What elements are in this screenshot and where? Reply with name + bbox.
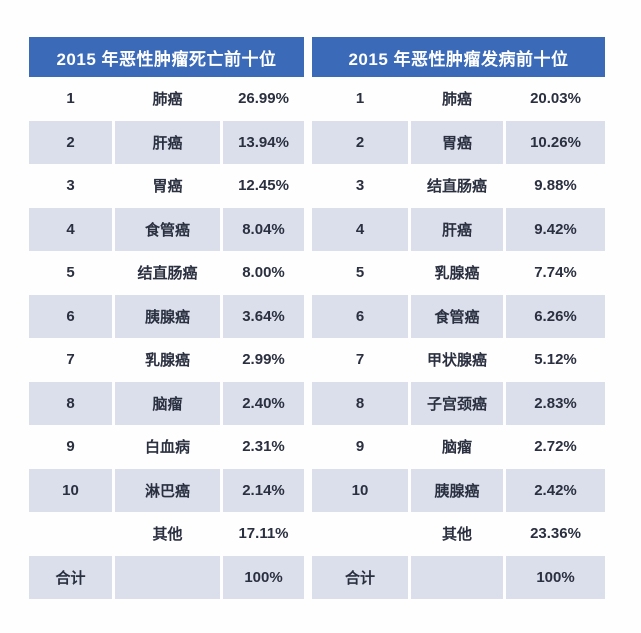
cancer-name-cell: 淋巴癌	[115, 468, 220, 512]
rank-cell: 3	[66, 177, 75, 195]
table-row: 8 脑瘤 2.40% 8 子宫颈癌 2.83%	[29, 381, 605, 425]
table-row: 9 白血病 2.31% 9 脑瘤 2.72%	[29, 425, 605, 469]
cancer-name-cell: 乳腺癌	[434, 265, 480, 283]
rank-cell: 合计	[29, 555, 112, 599]
table-row: 3 胃癌 12.45% 3 结直肠癌 9.88%	[29, 164, 605, 208]
percent-cell: 100%	[506, 555, 605, 599]
table-row: 6 胰腺癌 3.64% 6 食管癌 6.26%	[29, 294, 605, 338]
percent-cell: 7.74%	[534, 264, 577, 282]
incidence-table-title: 2015 年恶性肿瘤发病前十位	[312, 37, 605, 77]
percent-cell: 2.42%	[506, 468, 605, 512]
rank-cell: 1	[66, 90, 75, 108]
percent-cell: 2.40%	[223, 381, 304, 425]
rank-cell: 4	[312, 207, 408, 251]
rank-cell: 3	[355, 177, 365, 195]
table-body: 1 肺癌 26.99% 1 肺癌 20.03% 2 肝癌 13.94% 2 胃癌 10.26% 3 胃癌 1…	[29, 77, 605, 599]
percent-cell: 17.11%	[238, 525, 289, 543]
percent-cell: 2.83%	[506, 381, 605, 425]
percent-cell: 8.00%	[242, 264, 285, 282]
rank-cell: 7	[66, 351, 75, 369]
percent-cell: 2.72%	[534, 438, 577, 456]
percent-cell: 2.99%	[242, 351, 285, 369]
percent-cell: 5.12%	[534, 351, 577, 369]
cancer-name-cell: 脑瘤	[441, 439, 472, 457]
rank-cell: 5	[66, 264, 75, 282]
percent-cell: 23.36%	[530, 525, 581, 543]
percent-cell: 100%	[223, 555, 304, 599]
rank-cell	[312, 512, 408, 556]
percent-cell: 8.04%	[223, 207, 304, 251]
cancer-name-cell: 甲状腺癌	[426, 352, 487, 370]
percent-cell: 6.26%	[506, 294, 605, 338]
cancer-name-cell: 胃癌	[152, 178, 183, 196]
table-row: 合计 100% 合计 100%	[29, 555, 605, 599]
table-row: 1 肺癌 26.99% 1 肺癌 20.03%	[29, 77, 605, 121]
percent-cell: 9.88%	[534, 177, 577, 195]
table-row: 7 乳腺癌 2.99% 7 甲状腺癌 5.12%	[29, 338, 605, 382]
rank-cell: 10	[29, 468, 112, 512]
percent-cell: 2.14%	[223, 468, 304, 512]
percent-cell: 10.26%	[506, 120, 605, 164]
cancer-name-cell: 肺癌	[152, 91, 183, 109]
cancer-name-cell: 肺癌	[441, 91, 472, 109]
cancer-name-cell: 肝癌	[411, 207, 503, 251]
rank-cell: 7	[355, 351, 365, 369]
cancer-name-cell: 其他	[441, 526, 472, 544]
percent-cell: 9.42%	[506, 207, 605, 251]
rank-cell: 6	[312, 294, 408, 338]
table-header-row: 2015 年恶性肿瘤死亡前十位 2015 年恶性肿瘤发病前十位	[29, 37, 605, 77]
percent-cell: 26.99%	[238, 90, 289, 108]
cancer-statistics-table: 2015 年恶性肿瘤死亡前十位 2015 年恶性肿瘤发病前十位 1 肺癌 26.99…	[29, 37, 605, 599]
rank-cell: 6	[29, 294, 112, 338]
mortality-table-title: 2015 年恶性肿瘤死亡前十位	[29, 37, 304, 77]
cancer-name-cell: 脑瘤	[115, 381, 220, 425]
cancer-name-cell: 白血病	[144, 439, 190, 457]
rank-cell: 2	[312, 120, 408, 164]
rank-cell	[29, 512, 112, 556]
rank-cell: 5	[355, 264, 365, 282]
rank-cell: 2	[29, 120, 112, 164]
rank-cell: 9	[66, 438, 75, 456]
cancer-name-cell: 胰腺癌	[115, 294, 220, 338]
cancer-name-cell: 结直肠癌	[137, 265, 198, 283]
table-row: 2 肝癌 13.94% 2 胃癌 10.26%	[29, 120, 605, 164]
cancer-name-cell: 乳腺癌	[144, 352, 190, 370]
rank-cell: 1	[355, 90, 365, 108]
table-row: 4 食管癌 8.04% 4 肝癌 9.42%	[29, 207, 605, 251]
percent-cell: 3.64%	[223, 294, 304, 338]
table-row: 5 结直肠癌 8.00% 5 乳腺癌 7.74%	[29, 251, 605, 295]
cancer-name-cell	[411, 555, 503, 599]
rank-cell: 9	[355, 438, 365, 456]
rank-cell: 合计	[312, 555, 408, 599]
cancer-name-cell	[115, 555, 220, 599]
cancer-name-cell: 胃癌	[411, 120, 503, 164]
rank-cell: 4	[29, 207, 112, 251]
cancer-name-cell: 其他	[152, 526, 183, 544]
cancer-name-cell: 食管癌	[411, 294, 503, 338]
cancer-name-cell: 子宫颈癌	[411, 381, 503, 425]
rank-cell: 8	[312, 381, 408, 425]
percent-cell: 2.31%	[242, 438, 285, 456]
cancer-name-cell: 食管癌	[115, 207, 220, 251]
rank-cell: 8	[29, 381, 112, 425]
cancer-name-cell: 肝癌	[115, 120, 220, 164]
percent-cell: 20.03%	[530, 90, 581, 108]
cancer-name-cell: 胰腺癌	[411, 468, 503, 512]
cancer-name-cell: 结直肠癌	[426, 178, 487, 196]
percent-cell: 12.45%	[238, 177, 289, 195]
rank-cell: 10	[312, 468, 408, 512]
percent-cell: 13.94%	[223, 120, 304, 164]
table-row: 10 淋巴癌 2.14% 10 胰腺癌 2.42%	[29, 468, 605, 512]
table-row: 其他 17.11% 其他 23.36%	[29, 512, 605, 556]
